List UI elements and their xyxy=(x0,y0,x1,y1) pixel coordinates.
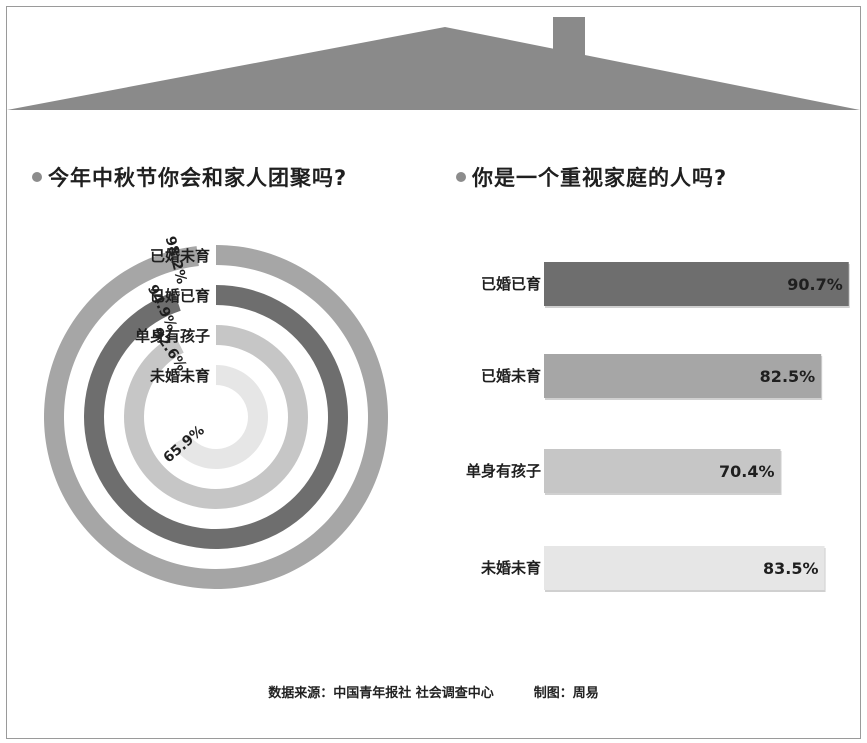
radial-category-label: 已婚未育 xyxy=(150,247,210,265)
bar-value-label: 70.4% xyxy=(719,462,775,481)
bar-1 xyxy=(544,262,849,306)
bullet-dot-icon xyxy=(456,172,466,182)
bar-value-label: 90.7% xyxy=(787,275,843,294)
bullet-dot-icon xyxy=(32,172,42,182)
radial-category-label: 已婚已育 xyxy=(150,287,210,305)
bar-value-label: 82.5% xyxy=(760,367,816,386)
radial-chart-title: 今年中秋节你会和家人团聚吗? xyxy=(32,162,347,192)
bar-value-label: 83.5% xyxy=(763,559,819,578)
house-roof-decoration xyxy=(7,17,860,110)
bar-chart-title-text: 你是一个重视家庭的人吗? xyxy=(472,166,728,190)
bar-category-label: 单身有孩子 xyxy=(466,462,541,480)
bar-category-label: 已婚已育 xyxy=(481,275,541,293)
bar-4 xyxy=(544,546,825,590)
roof-shape xyxy=(7,27,860,110)
chimney-shape xyxy=(553,17,585,55)
bar-3 xyxy=(544,449,781,493)
radial-category-label: 未婚未育 xyxy=(149,367,210,385)
bar-category-label: 未婚未育 xyxy=(480,559,541,577)
bar-category-label: 已婚未育 xyxy=(481,367,541,385)
radial-category-label: 单身有孩子 xyxy=(135,327,210,345)
data-source-text: 数据来源：中国青年报社 社会调查中心 xyxy=(268,686,494,701)
radial-chart-title-text: 今年中秋节你会和家人团聚吗? xyxy=(48,166,348,190)
bar-chart-title: 你是一个重视家庭的人吗? xyxy=(456,162,727,192)
credit-text: 制图：周易 xyxy=(533,686,599,701)
bar-2 xyxy=(544,354,822,398)
footer: 数据来源：中国青年报社 社会调查中心 制图：周易 xyxy=(0,682,867,701)
radial-bar-4 xyxy=(172,365,268,469)
